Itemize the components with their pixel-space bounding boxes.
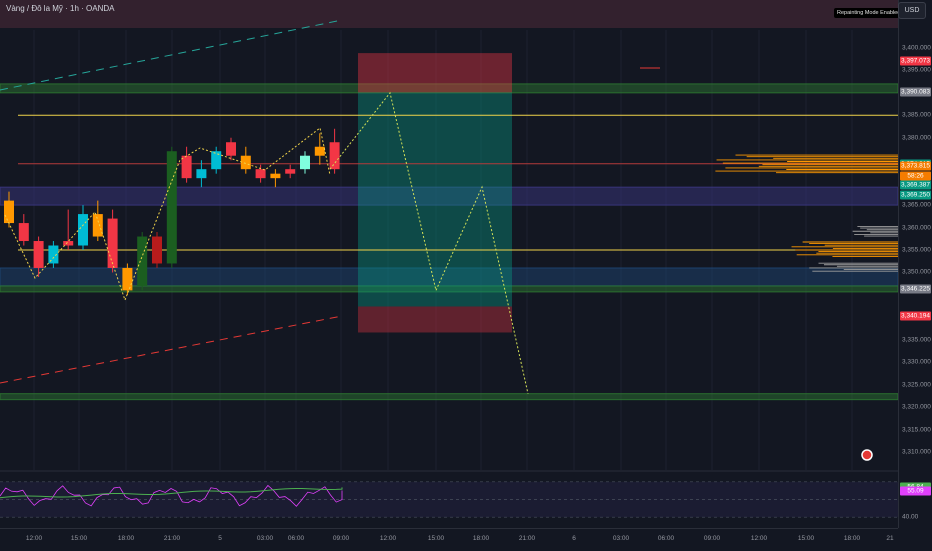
candle-body: [137, 236, 148, 286]
price-tag: 58:26: [900, 171, 931, 181]
candle-body: [152, 236, 162, 264]
candle-body: [196, 169, 207, 179]
alert-icon: [861, 449, 873, 461]
price-tag: 3,340.194: [900, 311, 931, 321]
zone-box: [0, 83, 898, 94]
time-tick-label: 15:00: [70, 535, 88, 542]
time-tick-label: 06:00: [657, 535, 675, 542]
price-tick-label: 3,350.000: [902, 268, 931, 276]
candle-body: [33, 241, 44, 268]
time-axis[interactable]: 12:00 15:00 18:00 21:00 5 03:00 06:00 09:00 12:0…: [0, 528, 898, 551]
top-resistance-zone: [0, 0, 898, 28]
price-tick-label: 3,310.000: [902, 448, 931, 456]
rsi-signal-line: [0, 487, 343, 499]
time-tick-label: 06:00: [287, 535, 305, 542]
time-tick-label: 21:00: [163, 535, 181, 542]
candle-body: [4, 200, 14, 224]
candle-body: [78, 214, 88, 246]
time-tick-label: 09:00: [332, 535, 350, 542]
candle-body: [63, 241, 74, 246]
candle-body: [300, 155, 310, 170]
zone-box: [0, 285, 898, 293]
price-tag: 55.09: [900, 486, 931, 495]
price-tick-label: 3,360.000: [902, 224, 931, 232]
time-tick-label: 03:00: [612, 535, 630, 542]
price-tick-label: 3,315.000: [902, 426, 931, 434]
time-tick-label: 09:00: [703, 535, 721, 542]
candle-body: [329, 142, 340, 170]
upper-trend-line: [0, 19, 343, 91]
price-tick-label: 3,365.000: [902, 201, 931, 209]
price-tick-label: 3,400.000: [902, 44, 931, 52]
price-tick-label: 3,380.000: [902, 134, 931, 142]
candle-body: [122, 267, 133, 291]
chart-canvas[interactable]: [0, 0, 898, 528]
candle-body: [270, 173, 281, 179]
price-tag: 3,346.225: [900, 284, 931, 294]
candle-body: [211, 151, 222, 170]
time-tick-label: 12:00: [750, 535, 768, 542]
price-tag: 3,369.250: [900, 190, 931, 200]
zone-box: [0, 393, 898, 401]
price-tag: 3,390.083: [900, 87, 931, 97]
time-tick-label: 21: [886, 535, 894, 542]
candle-body: [181, 155, 192, 179]
time-tick-label: 18:00: [843, 535, 861, 542]
price-tick-label: 3,355.000: [902, 246, 931, 254]
chart-background: [0, 0, 898, 528]
time-tick-label: 12:00: [25, 535, 43, 542]
price-axis[interactable]: 3,400.000 3,395.000 3,385.000 3,380.000 3,36…: [898, 0, 932, 528]
zigzag-line: [4, 127, 331, 302]
price-tick-label: 3,325.000: [902, 381, 931, 389]
time-tick-label: 21:00: [518, 535, 536, 542]
candle-body: [107, 218, 118, 268]
time-tick-label: 18:00: [472, 535, 490, 542]
candle-body: [255, 169, 266, 179]
zone-box: [0, 186, 898, 206]
time-tick-label: 15:00: [427, 535, 445, 542]
time-tick-label: 03:00: [256, 535, 274, 542]
time-tick-label: 5: [218, 535, 222, 542]
price-chart[interactable]: [0, 0, 898, 528]
time-tick-label: 12:00: [379, 535, 397, 542]
candle-body: [48, 245, 59, 264]
lower-trend-line: [0, 315, 343, 384]
rsi-line: [0, 484, 343, 507]
position-target-area: [358, 92, 512, 307]
candle-body: [18, 223, 29, 242]
price-tag: 3,373.815: [900, 161, 931, 171]
price-tick-label: 40.00: [902, 513, 919, 521]
candle-body: [226, 142, 236, 156]
currency-button[interactable]: USD: [898, 2, 926, 19]
time-tick-label: 18:00: [117, 535, 135, 542]
price-tick-label: 3,335.000: [902, 336, 931, 344]
price-tick-label: 3,395.000: [902, 66, 931, 74]
candle-body: [92, 214, 103, 237]
symbol-title[interactable]: Vàng / Đô la Mỹ · 1h · OANDA: [6, 4, 115, 13]
candle-body: [166, 151, 177, 264]
price-tick-label: 3,385.000: [902, 111, 931, 119]
candle-body: [314, 146, 325, 156]
candle-body: [240, 155, 251, 170]
price-tag: 3,369.387: [900, 180, 931, 190]
position-lower-area: [358, 306, 512, 333]
candle-body: [285, 169, 296, 174]
price-tag: 3,397.073: [900, 56, 931, 66]
time-tick-label: 15:00: [797, 535, 815, 542]
position-stop-area: [358, 53, 512, 93]
repainting-mode-badge: Repainting Mode Enabled: [834, 8, 904, 18]
projection-path: [329, 91, 529, 394]
time-tick-label: 6: [572, 535, 576, 542]
price-tick-label: 3,320.000: [902, 403, 931, 411]
price-tick-label: 3,330.000: [902, 358, 931, 366]
